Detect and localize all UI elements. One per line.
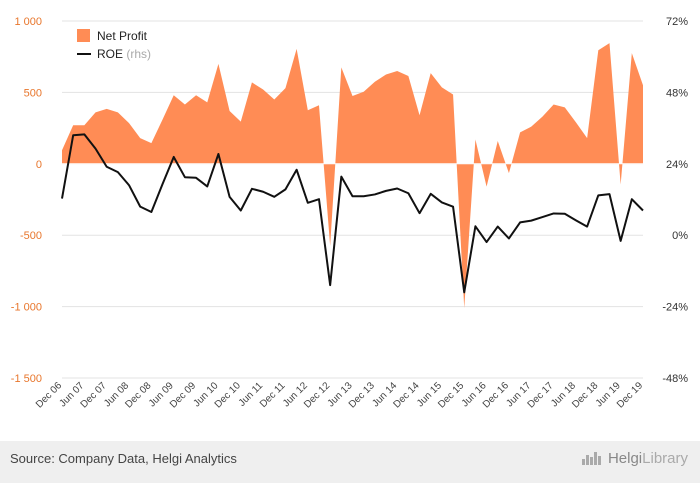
x-tick-label: Dec 19 [615,380,645,410]
brand-part2: Library [642,450,688,467]
net-profit-area [62,43,643,309]
x-tick-label: Dec 08 [123,380,153,410]
left-tick-label: 0 [36,159,42,171]
x-tick-label: Dec 12 [302,380,332,410]
x-tick-label: Dec 16 [481,380,511,410]
left-axis-labels: 1 000 500 0 -500 -1 000 -1 500 [11,16,42,385]
x-tick-label: Dec 07 [79,380,109,410]
x-tick-label: Dec 09 [168,380,198,410]
right-tick-label: 48% [666,87,688,99]
legend-net-profit-swatch [77,29,90,42]
legend-roe-rhs: (rhs) [126,47,151,61]
right-axis-labels: 72% 48% 24% 0% -24% -48% [662,16,688,385]
right-tick-label: -48% [662,373,688,385]
right-tick-label: 0% [672,230,688,242]
x-tick-label: Dec 15 [436,380,466,410]
brand-part1: Helgi [607,450,643,467]
x-tick-label: Dec 11 [258,380,288,410]
legend-net-profit-label: Net Profit [97,29,148,43]
right-tick-label: 72% [666,16,688,28]
legend: Net Profit ROE (rhs) [77,29,151,61]
roe-line [61,133,644,294]
svg-text:ROE (rhs): ROE (rhs) [97,47,151,61]
source-text: Source: Company Data, Helgi Analytics [10,451,237,466]
x-tick-label: Dec 18 [570,380,600,410]
left-tick-label: -1 000 [11,302,42,314]
gridlines [62,20,643,379]
brand-logo[interactable]: HelgiLibrary [581,450,688,467]
x-tick-label: Dec 14 [391,380,421,410]
bar-chart-icon [581,452,601,465]
x-tick-label: Dec 13 [347,380,377,410]
x-tick-label: Dec 10 [213,380,243,410]
chart: 1 000 500 0 -500 -1 000 -1 500 72% 48% 24% 0% -24… [11,16,688,411]
legend-roe-label: ROE [97,47,123,61]
x-tick-label: Dec 17 [526,380,556,410]
left-tick-label: 500 [24,87,42,99]
right-tick-label: 24% [666,159,688,171]
left-tick-label: 1 000 [14,16,42,28]
left-tick-label: -1 500 [11,373,42,385]
left-tick-label: -500 [20,230,42,242]
right-tick-label: -24% [662,302,688,314]
footer: Source: Company Data, Helgi Analytics He… [0,441,700,483]
